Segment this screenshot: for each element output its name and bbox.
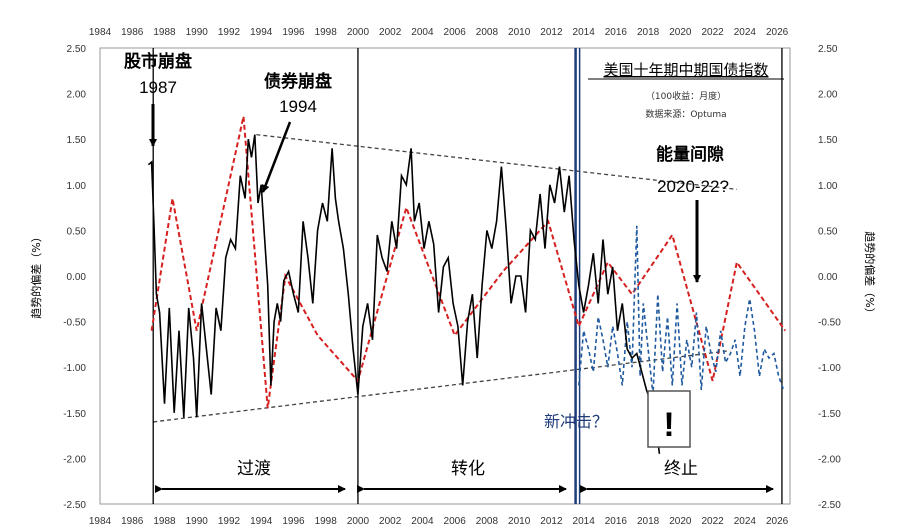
y-tick-label-left: -0.50: [63, 318, 86, 329]
x-tick-label-bottom: 2010: [508, 516, 531, 527]
y-tick-label-right: 2.50: [818, 44, 838, 55]
x-tick-label-top: 2006: [444, 27, 467, 38]
x-tick-label-bottom: 1984: [89, 516, 112, 527]
annotation-bond-crash: 债券崩盘: [264, 71, 332, 92]
x-tick-label-top: 1984: [89, 27, 112, 38]
annotation-energy-gap: 能量间隙: [656, 144, 724, 165]
x-tick-label-top: 2022: [701, 27, 724, 38]
lower-trend: [153, 350, 729, 423]
series-line-deviation: [147, 134, 661, 454]
annotation-stock-crash: 股市崩盘: [124, 51, 192, 72]
x-tick-label-top: 2004: [411, 27, 434, 38]
y-tick-label-right: -2.00: [818, 454, 841, 465]
x-tick-label-bottom: 2020: [669, 516, 692, 527]
chart-subtitle: （100收益：月度）: [646, 90, 726, 102]
annotation-stock-crash-year: 1987: [139, 78, 177, 97]
x-tick-label-top: 2026: [766, 27, 789, 38]
x-tick-label-top: 1994: [250, 27, 273, 38]
x-tick-label-bottom: 2024: [734, 516, 757, 527]
x-tick-label-top: 1990: [186, 27, 209, 38]
x-tick-label-top: 2020: [669, 27, 692, 38]
y-tick-label-right: 2.00: [818, 90, 838, 101]
x-tick-label-bottom: 2016: [605, 516, 628, 527]
x-tick-label-bottom: 2004: [411, 516, 434, 527]
x-tick-label-bottom: 2022: [701, 516, 724, 527]
series-line-projection: [578, 225, 785, 395]
y-tick-label-right: 1.00: [818, 181, 838, 192]
x-tick-label-top: 2012: [540, 27, 563, 38]
x-tick-label-bottom: 1998: [315, 516, 338, 527]
y-tick-label-left: 0.50: [67, 226, 87, 237]
y-tick-label-left: 2.50: [67, 44, 87, 55]
x-tick-label-bottom: 2014: [573, 516, 596, 527]
x-tick-label-top: 2024: [734, 27, 757, 38]
y-tick-label-left: 1.50: [67, 135, 87, 146]
x-tick-label-bottom: 1992: [218, 516, 241, 527]
x-tick-label-top: 1996: [282, 27, 305, 38]
y-tick-label-right: -0.50: [818, 318, 841, 329]
annotation-bond-crash-year: 1994: [279, 97, 317, 116]
alert-box: [647, 390, 691, 448]
period-label-termination: 终止: [664, 459, 698, 479]
x-tick-label-top: 2018: [637, 27, 660, 38]
chart-title: 美国十年期中期国债指数: [603, 61, 768, 79]
y-tick-label-left: -1.50: [63, 409, 86, 420]
y-tick-label-left: -2.00: [63, 454, 86, 465]
y-tick-label-left: 2.00: [67, 90, 87, 101]
period-label-transformation: 转化: [451, 459, 485, 479]
y-tick-label-right: 1.50: [818, 135, 838, 146]
x-tick-label-bottom: 2026: [766, 516, 789, 527]
y-axis-label-right: 趋势的偏差（%）: [863, 231, 877, 318]
annotation-new-shock: 新冲击？: [544, 412, 608, 431]
x-tick-label-bottom: 1996: [282, 516, 305, 527]
y-tick-label-left: -2.50: [63, 500, 86, 511]
y-tick-label-right: 0.00: [818, 272, 838, 283]
x-tick-label-top: 2014: [573, 27, 596, 38]
y-tick-label-left: -1.00: [63, 363, 86, 374]
x-tick-label-bottom: 2018: [637, 516, 660, 527]
x-tick-label-bottom: 1986: [121, 516, 144, 527]
x-tick-label-top: 1998: [315, 27, 338, 38]
x-tick-label-top: 2002: [379, 27, 402, 38]
alert-mark: !: [663, 406, 674, 444]
x-tick-label-bottom: 1990: [186, 516, 209, 527]
x-tick-label-top: 2016: [605, 27, 628, 38]
x-tick-label-top: 2008: [476, 27, 499, 38]
y-tick-label-left: 1.00: [67, 181, 87, 192]
x-tick-label-bottom: 2000: [347, 516, 370, 527]
x-tick-label-top: 2000: [347, 27, 370, 38]
annotation-bond-crash-arrow: [261, 121, 292, 193]
y-tick-label-right: -1.50: [818, 409, 841, 420]
annotation-energy-gap-years: 2020-22?: [657, 177, 729, 196]
plot-border: [99, 47, 791, 505]
y-tick-label-left: 0.00: [67, 272, 87, 283]
x-tick-label-bottom: 2006: [444, 516, 467, 527]
x-tick-label-top: 1988: [153, 27, 176, 38]
y-tick-label-right: 0.50: [818, 226, 838, 237]
period-label-transition: 过渡: [237, 459, 271, 479]
x-tick-label-bottom: 1994: [250, 516, 273, 527]
y-tick-label-right: -2.50: [818, 500, 841, 511]
y-axis-label-left: 趋势的偏差（%）: [29, 231, 43, 318]
y-tick-label-right: -1.00: [818, 363, 841, 374]
upper-trend: [256, 133, 737, 191]
x-tick-label-bottom: 2012: [540, 516, 563, 527]
x-tick-label-bottom: 1988: [153, 516, 176, 527]
x-tick-label-top: 2010: [508, 27, 531, 38]
x-tick-label-bottom: 2008: [476, 516, 499, 527]
x-tick-label-top: 1986: [121, 27, 144, 38]
x-tick-label-top: 1992: [218, 27, 241, 38]
chart-source: 数据来源：Optuma: [645, 108, 726, 120]
x-tick-label-bottom: 2002: [379, 516, 402, 527]
